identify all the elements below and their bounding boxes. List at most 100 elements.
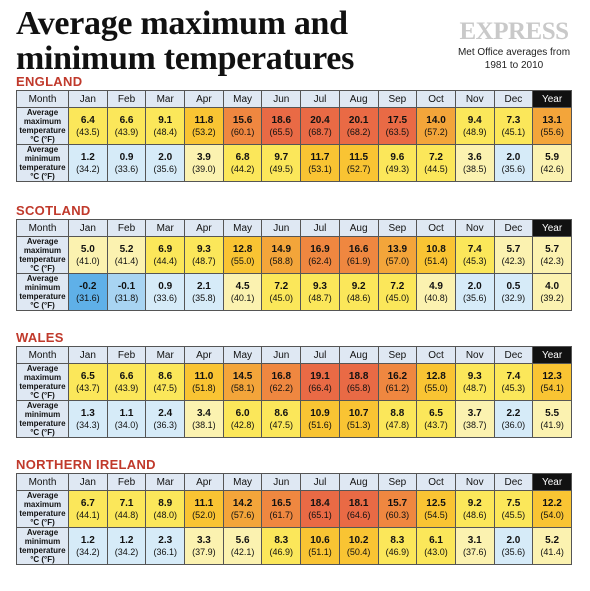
fahrenheit-value: (34.2) xyxy=(76,546,100,557)
celsius-value: 17.5 xyxy=(387,114,408,126)
fahrenheit-value: (51.6) xyxy=(308,419,332,430)
temperature-cell: 7.4 (45.3) xyxy=(493,363,534,401)
celsius-value: -0.1 xyxy=(117,280,136,292)
column-header: Jul xyxy=(300,346,340,364)
fahrenheit-value: (41.4) xyxy=(114,255,139,266)
column-header-month: Month xyxy=(16,473,69,491)
celsius-value: 9.2 xyxy=(467,497,482,509)
celsius-value: 5.0 xyxy=(80,243,95,255)
column-header: Nov xyxy=(454,219,495,237)
column-header: Jan xyxy=(68,219,108,237)
celsius-value: 5.9 xyxy=(545,151,560,163)
temperature-cell: 16.9 (62.4) xyxy=(300,236,340,274)
fahrenheit-value: (44.5) xyxy=(424,163,448,174)
celsius-value: 2.0 xyxy=(506,534,521,546)
celsius-value: 12.3 xyxy=(542,370,562,382)
column-header-month: Month xyxy=(16,219,69,237)
celsius-value: 4.5 xyxy=(235,280,250,292)
column-header: May xyxy=(222,473,263,491)
celsius-value: 6.7 xyxy=(80,497,95,509)
temperature-cell: 10.2 (50.4) xyxy=(338,527,379,565)
fahrenheit-value: (45.3) xyxy=(462,255,487,266)
temperature-cell: 20.4 (68.7) xyxy=(300,107,340,145)
column-header: Dec xyxy=(493,346,534,364)
temperature-cell: 6.0 (42.8) xyxy=(222,400,263,438)
temperature-cell: 11.8 (53.2) xyxy=(184,107,224,145)
temperature-cell: 8.9 (48.0) xyxy=(145,490,186,528)
column-header: Sep xyxy=(377,219,418,237)
temperature-cell: 10.8 (51.4) xyxy=(416,236,456,274)
celsius-value: 19.1 xyxy=(310,370,330,382)
fahrenheit-value: (43.0) xyxy=(424,546,448,557)
celsius-value: 7.1 xyxy=(119,497,134,509)
celsius-value: 0.9 xyxy=(119,151,134,163)
column-header: Jun xyxy=(261,473,302,491)
celsius-value: 18.6 xyxy=(271,114,292,126)
celsius-value: 11.0 xyxy=(194,370,214,382)
column-header: Jun xyxy=(261,90,302,108)
fahrenheit-value: (35.6) xyxy=(462,292,487,303)
fahrenheit-value: (43.7) xyxy=(76,382,100,393)
fahrenheit-value: (41.4) xyxy=(540,546,564,557)
temperature-cell: 5.9 (42.6) xyxy=(532,144,572,182)
celsius-value: 15.7 xyxy=(387,497,408,509)
column-header: Aug xyxy=(338,90,379,108)
column-header: Feb xyxy=(106,219,147,237)
temperature-cell: 2.2 (36.0) xyxy=(493,400,534,438)
table-row-max: Average maximum temperature °C (°F) 6.4 (4… xyxy=(16,107,572,145)
fahrenheit-value: (38.7) xyxy=(462,419,487,430)
column-header: Oct xyxy=(416,346,456,364)
temperature-cell: 7.2 (45.0) xyxy=(377,273,418,311)
celsius-value: 3.6 xyxy=(467,151,482,163)
fahrenheit-value: (44.2) xyxy=(230,163,255,174)
celsius-value: 8.3 xyxy=(390,534,405,546)
celsius-value: 9.2 xyxy=(351,280,366,292)
celsius-value: 8.6 xyxy=(158,370,173,382)
temperature-cell: 15.6 (60.1) xyxy=(222,107,263,145)
column-header: Jun xyxy=(261,219,302,237)
celsius-value: 7.2 xyxy=(274,280,289,292)
table-header-row: Month Jan Feb Mar Apr May Jun Jul Aug Sep Oct Nov De… xyxy=(16,90,572,108)
fahrenheit-value: (48.4) xyxy=(153,126,177,137)
temperature-cell: 7.4 (45.3) xyxy=(454,236,495,274)
column-header: Dec xyxy=(493,90,534,108)
temperature-cell: 6.8 (44.2) xyxy=(222,144,263,182)
temperature-cell: 6.1 (43.0) xyxy=(416,527,456,565)
temperature-table: Month Jan Feb Mar Apr May Jun Jul Aug Sep Oct Nov De… xyxy=(16,219,572,311)
celsius-value: 14.9 xyxy=(271,243,292,255)
celsius-value: 9.3 xyxy=(196,243,211,255)
fahrenheit-value: (52.7) xyxy=(346,163,371,174)
region-title: WALES xyxy=(16,330,64,345)
column-header: Mar xyxy=(145,90,186,108)
celsius-value: 1.2 xyxy=(80,534,95,546)
temperature-cell: 11.0 (51.8) xyxy=(184,363,224,401)
celsius-value: 5.6 xyxy=(235,534,250,546)
source-note: Met Office averages from 1981 to 2010 xyxy=(457,47,571,71)
fahrenheit-value: (36.1) xyxy=(153,546,177,557)
celsius-value: 5.5 xyxy=(545,407,560,419)
temperature-cell: 13.1 (55.6) xyxy=(532,107,572,145)
fahrenheit-value: (57.2) xyxy=(424,126,448,137)
column-header: Aug xyxy=(338,346,379,364)
celsius-value: 9.6 xyxy=(390,151,405,163)
celsius-value: 13.1 xyxy=(542,114,562,126)
celsius-value: 12.8 xyxy=(426,370,446,382)
temperature-cell: 18.4 (65.1) xyxy=(300,490,340,528)
temperature-cell: 11.1 (52.0) xyxy=(184,490,224,528)
table-row-min: Average minimum temperature °C (°F) 1.2 (3… xyxy=(16,144,572,182)
celsius-value: 6.5 xyxy=(429,407,443,419)
temperature-cell: 7.2 (45.0) xyxy=(261,273,302,311)
fahrenheit-value: (35.6) xyxy=(501,163,526,174)
fahrenheit-value: (40.8) xyxy=(424,292,448,303)
fahrenheit-value: (64.6) xyxy=(346,509,371,520)
temperature-cell: 10.6 (51.1) xyxy=(300,527,340,565)
celsius-value: 1.2 xyxy=(80,151,95,163)
fahrenheit-value: (37.9) xyxy=(192,546,216,557)
temperature-cell: 13.9 (57.0) xyxy=(377,236,418,274)
temperature-cell: 5.2 (41.4) xyxy=(106,236,147,274)
fahrenheit-value: (45.1) xyxy=(501,126,526,137)
temperature-cell: 2.0 (35.6) xyxy=(493,527,534,565)
celsius-value: 20.4 xyxy=(310,114,330,126)
table-header-row: Month Jan Feb Mar Apr May Jun Jul Aug Sep Oct Nov De… xyxy=(16,346,572,364)
celsius-value: 0.5 xyxy=(506,280,521,292)
